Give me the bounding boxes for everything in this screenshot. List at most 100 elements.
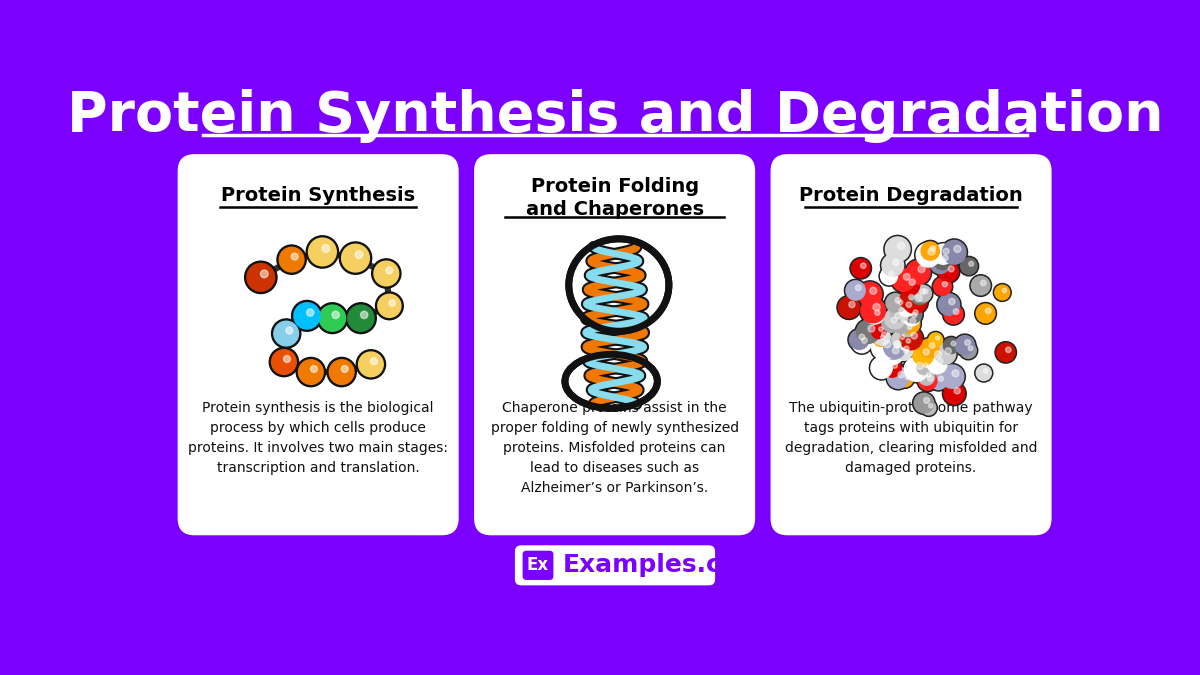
Circle shape [883, 359, 901, 377]
Circle shape [871, 357, 893, 379]
Circle shape [905, 259, 931, 286]
Circle shape [906, 339, 911, 343]
Circle shape [893, 341, 900, 348]
Circle shape [898, 371, 905, 378]
Circle shape [932, 250, 954, 271]
Text: Protein Folding
and Chaperones: Protein Folding and Chaperones [526, 178, 703, 219]
Circle shape [923, 346, 947, 369]
Circle shape [881, 335, 907, 361]
Circle shape [376, 292, 403, 320]
Circle shape [934, 342, 958, 366]
Circle shape [889, 296, 907, 313]
Circle shape [299, 360, 323, 384]
Circle shape [311, 366, 317, 373]
Text: Protein Degradation: Protein Degradation [799, 186, 1022, 205]
Circle shape [360, 311, 368, 319]
Circle shape [984, 369, 988, 373]
Circle shape [899, 289, 919, 310]
Circle shape [247, 263, 275, 291]
Circle shape [922, 344, 948, 371]
Circle shape [918, 338, 941, 359]
Circle shape [872, 303, 881, 310]
Circle shape [895, 342, 913, 360]
Circle shape [893, 347, 899, 354]
Circle shape [926, 373, 931, 377]
Circle shape [946, 348, 952, 354]
Circle shape [898, 273, 922, 297]
Circle shape [277, 245, 306, 274]
Circle shape [893, 259, 899, 265]
Circle shape [851, 332, 872, 354]
Circle shape [905, 357, 929, 381]
Circle shape [995, 342, 1016, 363]
Circle shape [934, 244, 953, 264]
Circle shape [355, 250, 362, 259]
Circle shape [319, 305, 346, 331]
Circle shape [906, 302, 912, 307]
Circle shape [895, 296, 917, 318]
Circle shape [928, 354, 947, 374]
Circle shape [880, 341, 905, 366]
Circle shape [935, 351, 942, 358]
Circle shape [871, 335, 896, 360]
Circle shape [883, 340, 892, 348]
Circle shape [906, 261, 930, 284]
Circle shape [913, 284, 932, 303]
Circle shape [901, 288, 929, 315]
Circle shape [881, 268, 898, 285]
Circle shape [850, 258, 871, 279]
Circle shape [994, 284, 1012, 302]
Circle shape [892, 317, 896, 323]
Circle shape [890, 312, 912, 333]
Circle shape [977, 366, 991, 381]
Circle shape [269, 348, 299, 377]
Circle shape [870, 288, 877, 294]
Circle shape [292, 300, 323, 331]
Circle shape [917, 368, 936, 387]
Circle shape [894, 341, 914, 361]
Text: Ex: Ex [527, 556, 550, 574]
Circle shape [941, 365, 964, 388]
Circle shape [886, 237, 910, 261]
Circle shape [905, 306, 922, 323]
Circle shape [914, 242, 942, 269]
Circle shape [886, 365, 911, 390]
Circle shape [904, 309, 920, 326]
Circle shape [856, 285, 862, 291]
Circle shape [884, 236, 912, 263]
Circle shape [900, 322, 916, 337]
Circle shape [859, 297, 887, 324]
Circle shape [871, 327, 892, 347]
Circle shape [944, 305, 962, 324]
Circle shape [874, 328, 890, 346]
Circle shape [904, 346, 910, 351]
Circle shape [937, 292, 961, 317]
Circle shape [938, 376, 943, 381]
Circle shape [1006, 347, 1012, 352]
Circle shape [852, 333, 871, 352]
Circle shape [900, 335, 905, 340]
Circle shape [862, 338, 868, 344]
Circle shape [889, 302, 910, 323]
Circle shape [965, 340, 971, 346]
Circle shape [917, 360, 931, 375]
Circle shape [307, 309, 314, 317]
Text: Protein Synthesis and Degradation: Protein Synthesis and Degradation [67, 88, 1163, 142]
Circle shape [332, 311, 340, 319]
Circle shape [949, 298, 955, 304]
Circle shape [895, 313, 901, 319]
Circle shape [977, 304, 995, 323]
Circle shape [895, 298, 901, 303]
Circle shape [925, 352, 948, 375]
Circle shape [883, 306, 907, 330]
Circle shape [904, 273, 910, 280]
Circle shape [917, 370, 938, 392]
Circle shape [928, 331, 944, 348]
Circle shape [919, 240, 941, 262]
Circle shape [930, 373, 947, 389]
Circle shape [938, 363, 965, 389]
Circle shape [908, 283, 931, 306]
Circle shape [850, 330, 869, 350]
Circle shape [968, 346, 973, 350]
FancyBboxPatch shape [523, 551, 553, 580]
